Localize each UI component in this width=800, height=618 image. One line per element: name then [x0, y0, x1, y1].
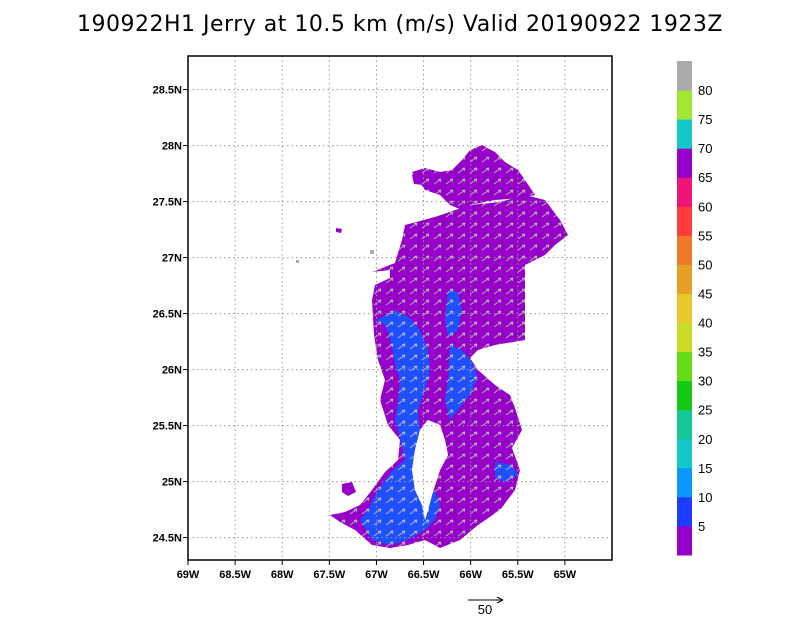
- lon-tick-label: 65.5W: [502, 569, 534, 581]
- wind-region-west-speck-2: [336, 228, 342, 233]
- colorbar-segment: [677, 206, 692, 236]
- wind-region-west-speck-3: [296, 260, 299, 263]
- colorbar-segment: [677, 61, 692, 91]
- colorbar-label: 80: [698, 83, 712, 98]
- colorbar-segment: [677, 438, 692, 469]
- colorbar-label: 35: [698, 345, 712, 360]
- colorbar: 5 10 15 20 25 30 35 40 45 50 55 60 65 70 75 80: [677, 61, 712, 556]
- colorbar-segment: [677, 119, 692, 149]
- wind-arrows-main: [330, 195, 568, 548]
- lon-tick-label: 65W: [554, 569, 577, 581]
- wind-region-west-speck-1: [342, 482, 356, 496]
- colorbar-segment: [677, 177, 692, 207]
- colorbar-segment: [677, 148, 692, 178]
- colorbar-segment: [677, 409, 692, 440]
- colorbar-segment: [677, 90, 692, 120]
- colorbar-label: 75: [698, 112, 712, 127]
- colorbar-segment: [677, 380, 692, 411]
- colorbar-label: 60: [698, 199, 712, 214]
- colorbar-label: 70: [698, 141, 712, 156]
- colorbar-label: 45: [698, 286, 712, 301]
- colorbar-segment: [677, 322, 692, 353]
- wind-region-west-speck-4: [370, 250, 374, 254]
- colorbar-label: 55: [698, 228, 712, 243]
- map-grid: [188, 56, 612, 560]
- lon-tick-label: 68.5W: [219, 569, 251, 581]
- colorbar-label: 50: [698, 257, 712, 272]
- lat-tick-label: 27.5N: [153, 197, 182, 209]
- longitude-axis: 69W 68.5W 68W 67.5W 67W 66.5W 66W 65.5W 65W: [177, 560, 577, 581]
- colorbar-label: 25: [698, 403, 712, 418]
- lon-tick-label: 68W: [271, 569, 294, 581]
- lat-tick-label: 25.5N: [153, 421, 182, 433]
- lon-tick-label: 69W: [177, 569, 200, 581]
- colorbar-segment: [677, 264, 692, 294]
- lat-tick-label: 27N: [162, 253, 182, 265]
- plot-frame: [187, 55, 613, 561]
- colorbar-segment: [677, 235, 692, 265]
- lat-tick-label: 26.5N: [153, 309, 182, 321]
- reference-vector-label: 50: [478, 602, 492, 617]
- reference-vector: 50: [468, 596, 504, 617]
- lat-tick-label: 28.5N: [153, 85, 182, 97]
- colorbar-label: 15: [698, 461, 712, 476]
- lat-tick-label: 25N: [162, 477, 182, 489]
- colorbar-segment: [677, 496, 692, 527]
- colorbar-label: 10: [698, 490, 712, 505]
- colorbar-label: 40: [698, 316, 712, 331]
- lat-tick-label: 24.5N: [153, 533, 182, 545]
- colorbar-label: 30: [698, 374, 712, 389]
- lat-tick-label: 26N: [162, 365, 182, 377]
- map-title: 190922H1 Jerry at 10.5 km (m/s) Valid 20…: [77, 12, 723, 37]
- lon-tick-label: 66W: [459, 569, 482, 581]
- colorbar-segment: [677, 525, 692, 556]
- latitude-axis: 24.5N 25N 25.5N 26N 26.5N 27N 27.5N 28N 28.5N: [153, 85, 188, 545]
- lon-tick-label: 66.5W: [408, 569, 440, 581]
- colorbar-label: 5: [698, 519, 705, 534]
- colorbar-segment: [677, 351, 692, 382]
- wind-speed-field: [296, 145, 568, 548]
- wind-arrows-north: [412, 145, 535, 210]
- colorbar-segment: [677, 467, 692, 498]
- wind-region-gap-2: [412, 420, 448, 520]
- lon-tick-label: 67.5W: [313, 569, 345, 581]
- colorbar-segment: [677, 293, 692, 324]
- colorbar-label: 20: [698, 432, 712, 447]
- colorbar-label: 65: [698, 170, 712, 185]
- lat-tick-label: 28N: [162, 141, 182, 153]
- lon-tick-label: 67W: [365, 569, 388, 581]
